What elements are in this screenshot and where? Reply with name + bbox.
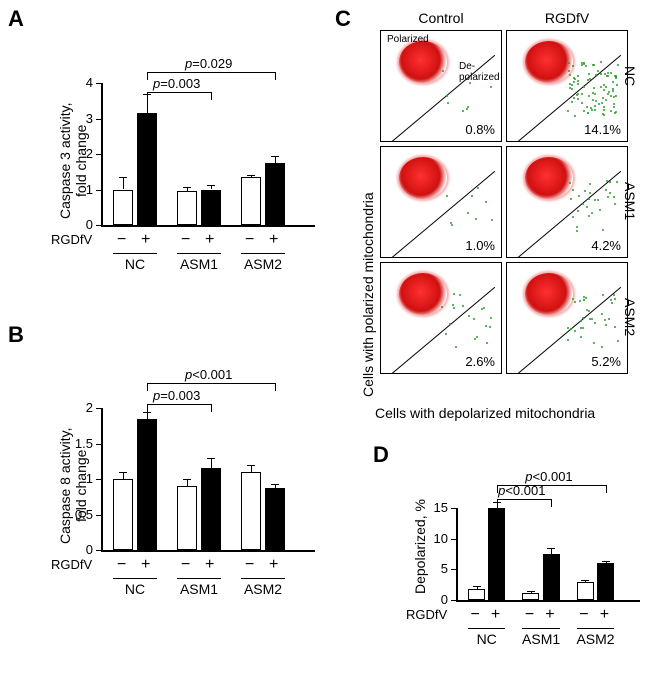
plus-minus-label: + xyxy=(491,606,500,624)
group-label: ASM1 xyxy=(177,256,221,272)
p-value: p<0.001 xyxy=(185,367,232,382)
group-label: ASM1 xyxy=(177,581,221,597)
bar xyxy=(113,190,133,226)
plus-minus-label: − xyxy=(181,556,190,574)
chart-a: 01234Caspase 3 activity,fold change−+−+−… xyxy=(65,55,320,230)
plus-minus-label: − xyxy=(579,606,588,624)
group-label: NC xyxy=(113,581,157,597)
ytick-label: 0 xyxy=(422,592,448,607)
p-value: p=0.003 xyxy=(153,388,200,403)
scatter-panel: 5.2% xyxy=(506,262,628,374)
panel-label-b: B xyxy=(8,322,24,348)
rgdfv-label: RGDfV xyxy=(51,557,92,572)
scatter-panel: 1.0% xyxy=(380,146,502,258)
panel-label-d: D xyxy=(373,442,389,468)
group-label: ASM2 xyxy=(574,631,618,647)
bar xyxy=(488,508,505,600)
plus-minus-label: + xyxy=(269,231,278,249)
scatter-y-label: Cells with polarized mitochondria xyxy=(360,192,376,397)
group-label: NC xyxy=(465,631,509,647)
bar xyxy=(137,419,157,550)
group-label: NC xyxy=(113,256,157,272)
plus-minus-label: + xyxy=(141,231,150,249)
plus-minus-label: + xyxy=(545,606,554,624)
scatter-pct: 14.1% xyxy=(584,122,621,137)
scatter-pct: 2.6% xyxy=(465,354,495,369)
scatter-panel: 2.6% xyxy=(380,262,502,374)
bar xyxy=(522,593,539,600)
plus-minus-label: − xyxy=(245,231,254,249)
scatter-pct: 5.2% xyxy=(591,354,621,369)
scatter-panel: 4.2% xyxy=(506,146,628,258)
bar xyxy=(201,190,221,226)
ytick-label: 4 xyxy=(67,75,93,90)
plus-minus-label: + xyxy=(269,556,278,574)
plus-minus-label: − xyxy=(117,556,126,574)
scatter-col-label: Control xyxy=(380,10,502,26)
bar xyxy=(577,582,594,600)
plus-minus-label: − xyxy=(471,606,480,624)
panel-label-c: C xyxy=(335,6,351,32)
plus-minus-label: + xyxy=(600,606,609,624)
chart-b: 00.511.52Caspase 8 activity,fold change−… xyxy=(65,380,320,555)
bar xyxy=(113,479,133,550)
bar xyxy=(543,554,560,600)
plus-minus-label: + xyxy=(205,556,214,574)
bar xyxy=(468,589,485,600)
depolarized-label: De-polarized xyxy=(459,61,502,83)
panel-label-a: A xyxy=(8,6,24,32)
y-axis-label: Depolarized, % xyxy=(412,499,428,594)
bar xyxy=(137,113,157,225)
bar xyxy=(241,177,261,225)
group-label: ASM1 xyxy=(519,631,563,647)
ytick-label: 2 xyxy=(67,400,93,415)
bar xyxy=(265,163,285,225)
chart-d: 051015Depolarized, %−+−+−+RGDfVNCASM1ASM… xyxy=(420,480,645,605)
group-label: ASM2 xyxy=(241,581,285,597)
y-axis-label: Caspase 3 activity,fold change xyxy=(57,103,89,219)
bar xyxy=(265,488,285,550)
bar xyxy=(177,191,197,225)
rgdfv-label: RGDfV xyxy=(51,232,92,247)
plus-minus-label: + xyxy=(141,556,150,574)
ytick-label: 0 xyxy=(67,542,93,557)
group-label: ASM2 xyxy=(241,256,285,272)
polarized-label: Polarized xyxy=(387,34,429,45)
y-axis-label: Caspase 8 activity,fold change xyxy=(57,428,89,544)
scatter-pct: 0.8% xyxy=(465,122,495,137)
bar xyxy=(597,563,614,600)
plus-minus-label: + xyxy=(205,231,214,249)
plus-minus-label: − xyxy=(245,556,254,574)
p-value: p<0.001 xyxy=(525,469,572,484)
scatter-x-label: Cells with depolarized mitochondria xyxy=(375,405,595,421)
bar xyxy=(177,486,197,550)
scatter-pct: 4.2% xyxy=(591,238,621,253)
bar xyxy=(201,468,221,550)
scatter-panel: Polarized De-polarized 0.8% xyxy=(380,30,502,142)
scatter-col-label: RGDfV xyxy=(506,10,628,26)
scatter-panel: 14.1% xyxy=(506,30,628,142)
plus-minus-label: − xyxy=(181,231,190,249)
plus-minus-label: − xyxy=(525,606,534,624)
rgdfv-label: RGDfV xyxy=(406,607,447,622)
ytick-label: 0 xyxy=(67,217,93,232)
scatter-pct: 1.0% xyxy=(465,238,495,253)
p-value: p=0.003 xyxy=(153,76,200,91)
bar xyxy=(241,472,261,550)
plus-minus-label: − xyxy=(117,231,126,249)
p-value: p=0.029 xyxy=(185,56,232,71)
